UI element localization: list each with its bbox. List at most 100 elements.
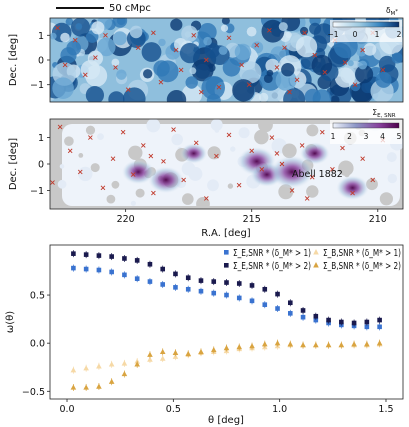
y-tick-label: −1 [30, 80, 44, 91]
density-blob [203, 36, 212, 46]
colorbar-tick-label: 5 [397, 132, 402, 141]
legend-item: Σ_B,SNR * (δ_M* > 1) [313, 248, 401, 259]
density-blob [221, 18, 230, 25]
galaxy-cross [330, 166, 335, 172]
density-blob [75, 23, 83, 30]
galaxy-cross [125, 87, 131, 92]
galaxy-cross [120, 129, 126, 135]
galaxy-cross [135, 45, 141, 50]
density-blob [52, 77, 74, 99]
galaxy-cross [350, 190, 355, 196]
galaxy-cross [93, 55, 98, 60]
galaxy-cross [173, 47, 179, 53]
colorbar-tick-label: 1 [375, 30, 380, 39]
mask-hole [64, 136, 74, 146]
density-blob [283, 88, 306, 102]
density-blob [266, 69, 274, 77]
density-blob [220, 24, 229, 32]
x-tick-label: 215 [243, 214, 261, 225]
y-tick-label: 0 [38, 160, 44, 171]
density-blob [358, 60, 368, 70]
galaxy-cross [226, 35, 232, 41]
mask-hole [182, 193, 194, 205]
galaxy-cross [342, 60, 348, 65]
galaxy-cross [140, 143, 146, 148]
top-y-axis: 1 0 −1 [30, 31, 50, 91]
colorbar-tick-label: 2 [397, 30, 402, 39]
middle-y-axis: 1 0 −1 [30, 133, 50, 197]
galaxy-cross [198, 89, 204, 95]
density-blob [116, 69, 127, 80]
galaxy-cross [360, 156, 365, 162]
density-blob [311, 54, 333, 76]
density-blob [234, 43, 252, 61]
signal-blob [121, 159, 155, 185]
mask-hole [379, 192, 393, 206]
legend-swatch [224, 250, 229, 255]
mask-hole [181, 161, 196, 176]
galaxy-cross [103, 32, 108, 38]
galaxy-cross [239, 62, 244, 68]
mask-hole [135, 188, 145, 198]
middle-panel: Abell 1882 10−1 220 215 210 Dec. [deg] R.A… [8, 108, 404, 239]
density-blob [50, 32, 57, 40]
bottom-panel-frame [49, 244, 404, 400]
density-blob [141, 42, 162, 62]
bottom-series [70, 250, 383, 391]
density-blob [85, 86, 104, 102]
density-blob [166, 90, 187, 102]
y-tick-label: 0 [38, 56, 44, 67]
galaxy-cross [254, 42, 260, 48]
density-blob [258, 92, 269, 102]
bottom-panel: 0.0 0.5 1.0 1.5 −0.5 0.0 0.5 ω(θ) θ [deg] Σ_E,… [5, 244, 404, 426]
density-blob [129, 25, 143, 39]
density-blob [91, 21, 105, 35]
scale-bar-label: 50 cMpc [109, 3, 151, 14]
x-tick-label: 0.0 [59, 404, 74, 415]
density-blob [391, 52, 403, 64]
density-blob [116, 18, 126, 26]
middle-colorbar-label: ΣE, SNR [372, 108, 395, 119]
density-blob [261, 19, 285, 43]
galaxy-cross [100, 185, 106, 191]
density-blob [97, 37, 116, 57]
galaxy-cross [236, 182, 242, 188]
galaxy-cross [148, 153, 154, 159]
density-blob [179, 42, 201, 64]
middle-colorbar-ticks: 1 2 3 4 5 [331, 132, 402, 141]
galaxy-cross [269, 135, 275, 140]
density-blob [170, 18, 183, 31]
colorbar-tick-label: 3 [364, 132, 369, 141]
mask-hole [207, 179, 219, 192]
mask-hole [230, 146, 236, 152]
galaxy-cross [204, 57, 209, 63]
top-colorbar: δM* −1 0 1 2 [327, 6, 402, 42]
x-tick-label: 220 [117, 214, 135, 225]
y-tick-label: 1 [38, 31, 44, 42]
density-blob [123, 87, 146, 102]
density-blob [363, 43, 377, 56]
density-blob [201, 76, 225, 100]
density-blob [232, 79, 255, 102]
galaxy-cross [191, 32, 197, 38]
scale-bar: 50 cMpc [56, 3, 151, 14]
signal-blob [148, 166, 184, 194]
galaxy-cross [267, 28, 272, 33]
legend-swatch [224, 263, 229, 268]
galaxy-cross [158, 79, 164, 85]
y-tick-label: 0.0 [30, 339, 45, 350]
mask-hole [254, 129, 269, 145]
mask-hole [214, 128, 220, 133]
legend-label: Σ_E,SNR * (δ_M* > 2) [233, 261, 311, 272]
y-tick-label: 0.5 [30, 291, 45, 302]
bottom-axes: 0.0 0.5 1.0 1.5 −0.5 0.0 0.5 [22, 291, 394, 415]
galaxy-cross [57, 124, 63, 130]
density-blob [222, 59, 241, 77]
galaxy-cross [294, 77, 300, 83]
galaxy-cross [319, 129, 325, 135]
galaxy-cross [380, 67, 386, 73]
density-blob [330, 95, 340, 102]
middle-x-axis-label: R.A. [deg] [201, 228, 251, 239]
mask-hole [386, 152, 397, 163]
density-blob [189, 67, 197, 75]
